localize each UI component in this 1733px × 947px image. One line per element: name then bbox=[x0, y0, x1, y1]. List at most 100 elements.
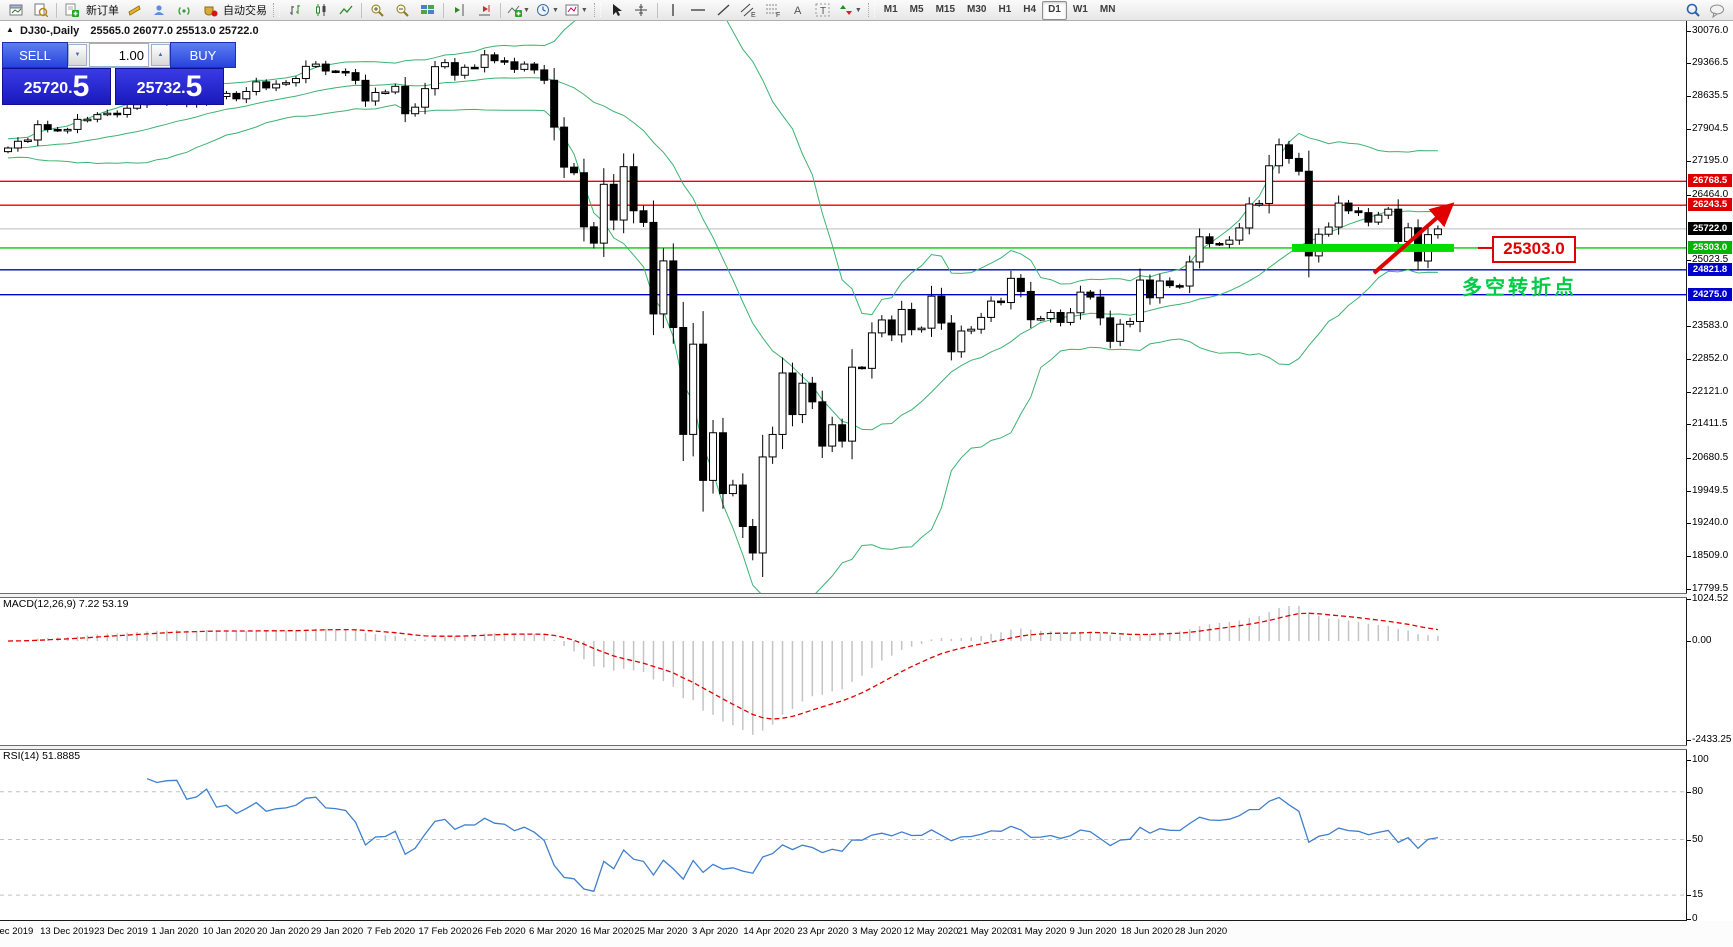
zoom-in-icon[interactable] bbox=[365, 0, 390, 20]
date-axis-label: 21 May 2020 bbox=[957, 926, 1013, 937]
horizontal-line-icon[interactable] bbox=[686, 0, 711, 20]
turning-point-text[interactable]: 多空转折点 bbox=[1462, 277, 1577, 299]
tf-mn[interactable]: MN bbox=[1099, 3, 1116, 15]
text-label-glyph: T bbox=[820, 6, 826, 17]
date-axis-label: 10 Jan 2020 bbox=[202, 926, 256, 937]
tf-m1[interactable]: M1 bbox=[883, 3, 898, 15]
price-axis-tick: 21411.5 bbox=[1687, 418, 1727, 429]
auto-scroll-icon[interactable] bbox=[472, 0, 497, 20]
tf-m30[interactable]: M30 bbox=[967, 3, 987, 15]
buy-price-main: 25732 bbox=[136, 80, 182, 97]
chart-ohlc-values: 25565.0 26077.0 25513.0 25722.0 bbox=[90, 25, 259, 37]
date-axis-label: 23 Apr 2020 bbox=[797, 926, 849, 937]
macd-axis-tick: -2433.25 bbox=[1687, 734, 1731, 745]
chart-title: ▲ DJ30-,Daily 25565.0 26077.0 25513.0 25… bbox=[6, 25, 259, 37]
market-watch-icon[interactable] bbox=[3, 0, 28, 20]
price-axis-tick: 29366.5 bbox=[1687, 57, 1728, 68]
price-line-badge: 24275.0 bbox=[1688, 287, 1732, 301]
buy-price-pip: 5 bbox=[185, 70, 203, 103]
rsi-panel[interactable] bbox=[0, 748, 1687, 921]
autotrading-icon[interactable] bbox=[197, 0, 222, 20]
date-axis-label: 25 Mar 2020 bbox=[634, 926, 688, 937]
macd-panel[interactable] bbox=[0, 596, 1687, 745]
bar-chart-mode-icon[interactable] bbox=[283, 0, 308, 20]
new-order-icon[interactable] bbox=[60, 0, 85, 20]
chart-shift-icon[interactable] bbox=[447, 0, 472, 20]
tf-m15[interactable]: M15 bbox=[935, 3, 956, 15]
date-axis-label: 3 Apr 2020 bbox=[692, 926, 738, 937]
tf-h1[interactable]: H1 bbox=[998, 3, 1012, 15]
price-line-badge: 25722.0 bbox=[1688, 221, 1732, 235]
rsi-axis-tick: 50 bbox=[1687, 834, 1703, 845]
history-center-icon[interactable] bbox=[122, 0, 147, 20]
vertical-line-icon[interactable] bbox=[661, 0, 686, 20]
price-axis-tick: 30076.0 bbox=[1687, 25, 1728, 36]
price-axis-tick: 23583.0 bbox=[1687, 320, 1728, 331]
search-icon[interactable] bbox=[1680, 0, 1705, 20]
chart-title-marker: ▲ bbox=[6, 25, 14, 34]
arrows-icon[interactable]: ▼ bbox=[836, 0, 865, 20]
sell-button[interactable]: SELL bbox=[2, 42, 68, 68]
macd-chart[interactable] bbox=[0, 596, 1686, 745]
panel-splitter-macd[interactable] bbox=[0, 593, 1687, 598]
date-axis-label: 3 May 2020 bbox=[852, 926, 902, 937]
sell-price-main: 25720 bbox=[23, 80, 69, 97]
buy-price-display[interactable]: 25732. 5 bbox=[115, 68, 224, 105]
price-axis-tick: 28635.5 bbox=[1687, 90, 1728, 101]
templates-icon[interactable]: ▼ bbox=[562, 0, 591, 20]
rsi-chart[interactable] bbox=[0, 748, 1686, 920]
tf-d1[interactable]: D1 bbox=[1042, 0, 1067, 20]
signals-icon[interactable] bbox=[172, 0, 197, 20]
price-chart[interactable] bbox=[0, 20, 1686, 593]
chart-symbol-period: DJ30-,Daily bbox=[19, 25, 80, 37]
zoom-out-icon[interactable] bbox=[390, 0, 415, 20]
support-price-callout[interactable]: 25303.0 bbox=[1492, 235, 1576, 263]
price-axis-tick: 22121.0 bbox=[1687, 386, 1728, 397]
date-axis-label: 1 Jan 2020 bbox=[151, 926, 199, 937]
sell-price-display[interactable]: 25720. 5 bbox=[2, 68, 111, 105]
tile-windows-icon[interactable] bbox=[415, 0, 440, 20]
candlestick-mode-icon[interactable] bbox=[308, 0, 333, 20]
price-axis[interactable]: 30076.0 29366.5 28635.5 27904.5 27195.0 26464… bbox=[1687, 20, 1733, 924]
volume-increase-button[interactable]: ▲ bbox=[151, 44, 170, 66]
chat-icon[interactable] bbox=[1705, 0, 1730, 20]
timeframes-menu-icon[interactable]: ▼ bbox=[533, 0, 562, 20]
community-icon[interactable] bbox=[147, 0, 172, 20]
price-chart-panel[interactable] bbox=[0, 20, 1687, 593]
cursor-icon[interactable] bbox=[604, 0, 629, 20]
volume-input[interactable] bbox=[89, 43, 149, 67]
date-axis-label: 23 Dec 2019 bbox=[94, 926, 148, 937]
tf-w1[interactable]: W1 bbox=[1072, 3, 1088, 15]
date-axis-label: 28 Jun 2020 bbox=[1174, 926, 1228, 937]
price-axis-tick: 19240.0 bbox=[1687, 517, 1728, 528]
date-axis-label: 17 Feb 2020 bbox=[418, 926, 472, 937]
volume-decrease-button[interactable]: ▼ bbox=[68, 44, 87, 66]
price-axis-tick: 26464.0 bbox=[1687, 189, 1728, 200]
fibonacci-icon[interactable]: F bbox=[761, 0, 786, 20]
crosshair-icon[interactable] bbox=[629, 0, 654, 20]
channel-icon[interactable]: E bbox=[736, 0, 761, 20]
text-icon[interactable]: A bbox=[786, 0, 811, 20]
tf-h4[interactable]: H4 bbox=[1023, 3, 1037, 15]
indicators-icon[interactable]: ▼ bbox=[504, 0, 533, 20]
date-axis-label: 12 May 2020 bbox=[903, 926, 959, 937]
tf-m5[interactable]: M5 bbox=[909, 3, 924, 15]
date-axis-label: 26 Feb 2020 bbox=[472, 926, 526, 937]
line-chart-mode-icon[interactable] bbox=[333, 0, 358, 20]
fibonacci-glyph: F bbox=[776, 12, 780, 18]
price-axis-tick: 17799.5 bbox=[1687, 583, 1728, 594]
new-order-label[interactable]: 新订单 bbox=[86, 5, 119, 17]
autotrading-label[interactable]: 自动交易 bbox=[223, 5, 267, 17]
strategy-tester-icon[interactable] bbox=[28, 0, 53, 20]
price-axis-tick: 20680.5 bbox=[1687, 452, 1728, 463]
macd-axis-tick: 1024.52 bbox=[1687, 593, 1728, 604]
trendline-icon[interactable] bbox=[711, 0, 736, 20]
price-line-badge: 26768.5 bbox=[1688, 174, 1732, 188]
panel-splitter-rsi[interactable] bbox=[0, 745, 1687, 750]
buy-button[interactable]: BUY bbox=[170, 42, 236, 68]
text-label-icon[interactable]: T bbox=[811, 0, 836, 20]
sell-price-pip: 5 bbox=[72, 70, 90, 103]
price-axis-tick: 22852.0 bbox=[1687, 353, 1728, 364]
price-axis-tick: 27195.0 bbox=[1687, 155, 1728, 166]
